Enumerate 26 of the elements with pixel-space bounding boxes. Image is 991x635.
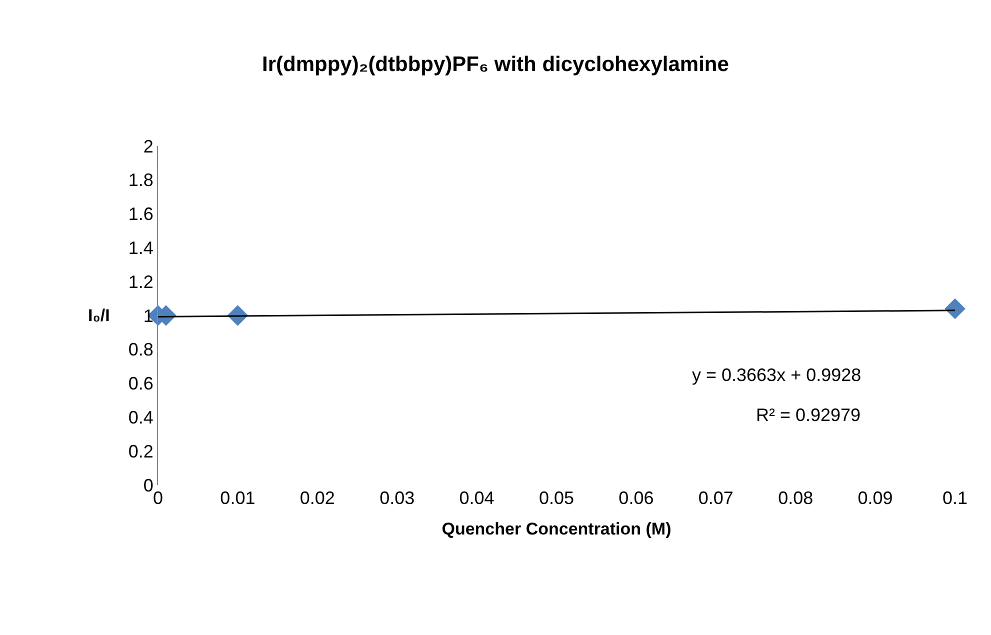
y-axis-title: I₀/I bbox=[88, 306, 110, 325]
x-axis-title: Quencher Concentration (M) bbox=[442, 519, 672, 538]
y-tick-label: 2 bbox=[143, 136, 154, 156]
x-tick-label: 0.01 bbox=[220, 488, 256, 508]
y-tick-label: 0 bbox=[143, 475, 154, 496]
x-tick-label: 0.1 bbox=[942, 488, 968, 508]
y-tick-label: 0.4 bbox=[128, 408, 154, 428]
x-tick-label: 0.06 bbox=[618, 488, 654, 508]
y-tick-label: 1 bbox=[143, 306, 154, 326]
y-tick-label: 0.6 bbox=[128, 374, 154, 394]
y-tick-label: 1.4 bbox=[128, 238, 154, 258]
chart-title: Ir(dmppy)₂(dtbbpy)PF₆ with dicyclohexylamine bbox=[262, 52, 729, 76]
annotation: R² = 0.92979 bbox=[756, 405, 861, 425]
y-tick-label: 1.6 bbox=[128, 204, 154, 224]
x-tick-label: 0.05 bbox=[538, 488, 574, 508]
y-tick-label: 0.2 bbox=[128, 441, 154, 462]
x-tick-label: 0.03 bbox=[380, 488, 415, 508]
x-tick-label: 0.08 bbox=[778, 488, 814, 508]
annotation: y = 0.3663x + 0.9928 bbox=[692, 365, 862, 385]
x-tick-label: 0.04 bbox=[459, 488, 494, 508]
y-tick-label: 0.8 bbox=[128, 340, 154, 360]
x-tick-label: 0.02 bbox=[300, 488, 335, 508]
y-tick-label: 1.2 bbox=[128, 272, 154, 292]
x-tick-label: 0.07 bbox=[698, 488, 734, 508]
y-tick-label: 1.8 bbox=[128, 170, 154, 190]
x-tick-label: 0.09 bbox=[858, 488, 893, 508]
